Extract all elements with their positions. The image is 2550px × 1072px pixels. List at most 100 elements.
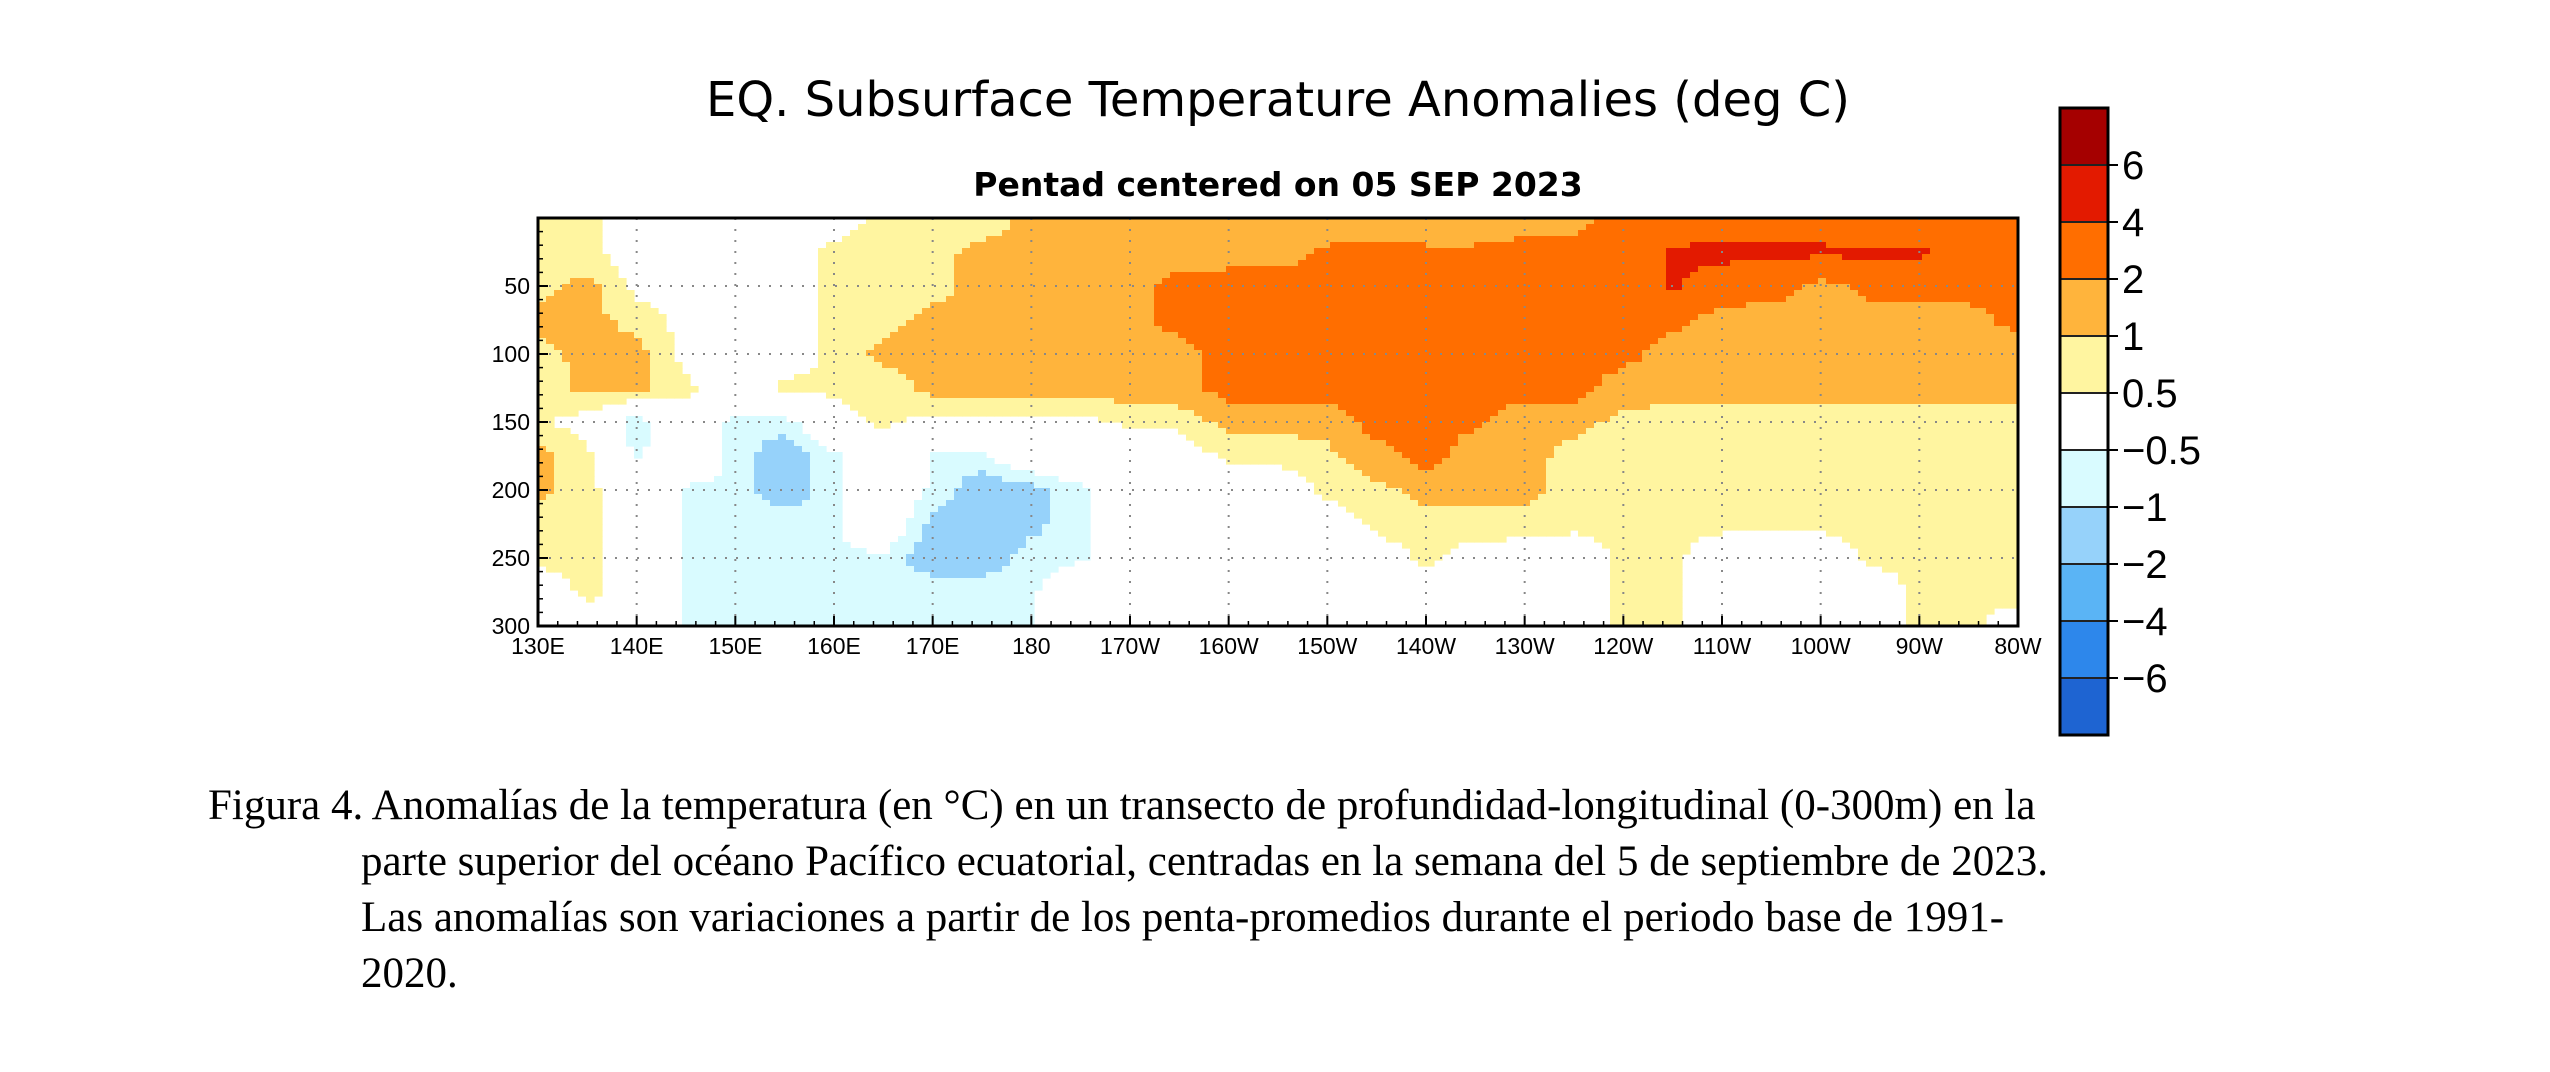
anomaly-cell xyxy=(898,338,907,345)
anomaly-cell xyxy=(1738,350,1747,357)
anomaly-cell xyxy=(1898,254,1907,261)
anomaly-cell xyxy=(1650,242,1659,249)
anomaly-cell xyxy=(922,392,931,399)
anomaly-cell xyxy=(1538,362,1547,369)
anomaly-cell xyxy=(1290,386,1299,393)
anomaly-cell xyxy=(1458,218,1467,225)
anomaly-cell xyxy=(1482,356,1491,363)
anomaly-cell xyxy=(1746,242,1755,249)
anomaly-cell xyxy=(1658,392,1667,399)
anomaly-cell xyxy=(1282,338,1291,345)
anomaly-cell xyxy=(778,386,787,393)
anomaly-cell xyxy=(1506,320,1515,327)
anomaly-cell xyxy=(1618,308,1627,315)
anomaly-cell xyxy=(1090,308,1099,315)
anomaly-cell xyxy=(1450,224,1459,231)
anomaly-cell xyxy=(1250,332,1259,339)
anomaly-cell xyxy=(1834,218,1843,225)
anomaly-cell xyxy=(1666,296,1675,303)
anomaly-cell xyxy=(1082,374,1091,381)
anomaly-cell xyxy=(1898,356,1907,363)
anomaly-cell xyxy=(1362,278,1371,285)
anomaly-cell xyxy=(1354,314,1363,321)
anomaly-cell xyxy=(1642,248,1651,255)
anomaly-cell xyxy=(1578,224,1587,231)
anomaly-cell xyxy=(1314,260,1323,267)
anomaly-cell xyxy=(1378,302,1387,309)
anomaly-cell xyxy=(1306,242,1315,249)
anomaly-cell xyxy=(1410,320,1419,327)
anomaly-cell xyxy=(570,392,579,399)
anomaly-cell xyxy=(1738,260,1747,267)
anomaly-cell xyxy=(1586,278,1595,285)
anomaly-cell xyxy=(570,266,579,273)
anomaly-cell xyxy=(594,398,603,405)
anomaly-cell xyxy=(1226,380,1235,387)
anomaly-cell xyxy=(1090,254,1099,261)
anomaly-cell xyxy=(1898,320,1907,327)
anomaly-cell xyxy=(1274,320,1283,327)
anomaly-cell xyxy=(554,236,563,243)
anomaly-cell xyxy=(1906,284,1915,291)
anomaly-cell xyxy=(954,308,963,315)
anomaly-cell xyxy=(1050,332,1059,339)
anomaly-cell xyxy=(1866,380,1875,387)
anomaly-cell xyxy=(1906,386,1915,393)
anomaly-cell xyxy=(1850,254,1859,261)
anomaly-cell xyxy=(882,236,891,243)
anomaly-cell xyxy=(1338,224,1347,231)
anomaly-cell xyxy=(1970,362,1979,369)
anomaly-cell xyxy=(1514,344,1523,351)
anomaly-cell xyxy=(1490,308,1499,315)
anomaly-cell xyxy=(1546,224,1555,231)
anomaly-cell xyxy=(1770,332,1779,339)
anomaly-cell xyxy=(1082,332,1091,339)
anomaly-cell xyxy=(1490,326,1499,333)
anomaly-cell xyxy=(1922,332,1931,339)
anomaly-cell xyxy=(1538,278,1547,285)
anomaly-cell xyxy=(626,386,635,393)
anomaly-cell xyxy=(1354,266,1363,273)
anomaly-cell xyxy=(1154,224,1163,231)
anomaly-cell xyxy=(1058,350,1067,357)
anomaly-cell xyxy=(554,326,563,333)
anomaly-cell xyxy=(1842,224,1851,231)
anomaly-cell xyxy=(1202,272,1211,279)
anomaly-cell xyxy=(1538,302,1547,309)
anomaly-cell xyxy=(1282,230,1291,237)
anomaly-cell xyxy=(1474,374,1483,381)
anomaly-cell xyxy=(1402,218,1411,225)
anomaly-cell xyxy=(554,302,563,309)
anomaly-cell xyxy=(1202,278,1211,285)
anomaly-cell xyxy=(1842,230,1851,237)
anomaly-cell xyxy=(602,326,611,333)
anomaly-cell xyxy=(1034,326,1043,333)
anomaly-cell xyxy=(994,230,1003,237)
anomaly-cell xyxy=(1802,242,1811,249)
anomaly-cell xyxy=(1042,368,1051,375)
anomaly-cell xyxy=(610,302,619,309)
anomaly-cell xyxy=(1738,344,1747,351)
anomaly-cell xyxy=(914,302,923,309)
anomaly-cell xyxy=(1986,272,1995,279)
anomaly-cell xyxy=(986,320,995,327)
anomaly-cell xyxy=(1170,392,1179,399)
anomaly-cell xyxy=(1930,302,1939,309)
anomaly-cell xyxy=(1266,236,1275,243)
anomaly-cell xyxy=(826,362,835,369)
anomaly-cell xyxy=(970,320,979,327)
anomaly-cell xyxy=(922,242,931,249)
anomaly-cell xyxy=(1162,356,1171,363)
anomaly-cell xyxy=(1698,272,1707,279)
anomaly-cell xyxy=(2002,338,2011,345)
anomaly-cell xyxy=(1162,332,1171,339)
anomaly-cell xyxy=(1242,248,1251,255)
anomaly-cell xyxy=(1098,374,1107,381)
anomaly-cell xyxy=(1778,320,1787,327)
anomaly-cell xyxy=(1530,314,1539,321)
anomaly-cell xyxy=(1130,356,1139,363)
anomaly-cell xyxy=(1322,308,1331,315)
anomaly-cell xyxy=(1090,296,1099,303)
anomaly-cell xyxy=(1010,314,1019,321)
anomaly-cell xyxy=(1866,320,1875,327)
